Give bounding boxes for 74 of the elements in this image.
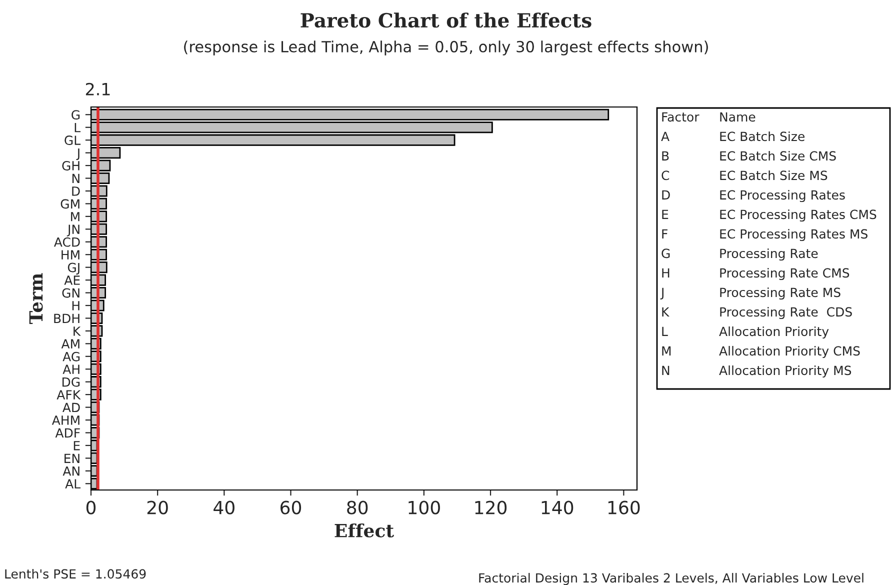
text: D [662, 190, 670, 200]
y-tick-label: BDH [54, 314, 80, 323]
text: EC Batch Size CMS [720, 150, 836, 161]
text: Allocation Priority CMS [719, 346, 860, 358]
text: H [662, 268, 670, 278]
text: K [662, 307, 670, 316]
y-tick-label: GL [64, 136, 81, 146]
y-tick-label: L [74, 122, 81, 132]
y-axis-title: Term [29, 273, 43, 324]
y-tick-label: M [71, 212, 80, 222]
text: L [662, 326, 668, 336]
y-tick-label: H [72, 301, 80, 310]
text: Processing Rate [720, 248, 818, 261]
text: Name [720, 112, 756, 122]
y-tick-label: AN [62, 466, 80, 476]
x-tick-label: 0 [86, 500, 96, 514]
text: Lenth's PSE = 1.05469 [5, 568, 146, 579]
chart-title: Pareto Chart of the Effects [300, 12, 592, 28]
y-tick-label: AG [62, 352, 80, 362]
text: G [662, 248, 670, 258]
text: C [662, 170, 670, 180]
y-tick-label: DG [62, 377, 80, 387]
text: Processing Rate MS [720, 287, 840, 300]
x-axis-title: Effect [334, 523, 394, 538]
text: Factor [662, 112, 700, 122]
y-tick-label: AD [62, 402, 80, 412]
text: Allocation Priority MS [719, 365, 852, 378]
y-tick-label: ACD [54, 237, 80, 247]
text: EC Processing Rates MS [720, 228, 868, 242]
text: F [662, 229, 668, 238]
y-tick-label: K [74, 326, 81, 336]
x-tick-label: 80 [347, 500, 368, 514]
x-tick-label: 160 [608, 500, 640, 514]
x-tick-label: 40 [214, 500, 234, 514]
x-tick-label: 100 [408, 500, 440, 514]
text: E [662, 210, 668, 219]
y-tick-label: AH [62, 364, 80, 374]
y-tick-label: GJ [68, 262, 80, 275]
y-tick-label: GM [60, 199, 80, 209]
text: J [660, 288, 664, 300]
y-tick-label: J [76, 148, 80, 160]
text: B [662, 151, 669, 160]
y-tick-label: AL [65, 479, 81, 488]
text: EC Processing Rates [720, 190, 845, 202]
y-tick-label: E [74, 441, 80, 450]
y-tick-label: AE [64, 276, 80, 285]
y-tick-label: AFK [56, 390, 81, 400]
x-tick-label: 120 [475, 500, 507, 514]
y-tick-label: ADF [55, 428, 80, 438]
text: Factorial Design 13 Varibales 2 Levels, All Variables Low Level [479, 572, 864, 585]
y-tick-label: GN [62, 288, 80, 298]
text: N [662, 366, 670, 375]
text: EC Batch Size MS [720, 170, 828, 180]
y-tick-label: HM [62, 250, 80, 260]
text: EC Processing Rates CMS [720, 209, 876, 222]
x-tick-label: 60 [280, 500, 302, 514]
text: A [661, 132, 670, 141]
y-tick-label: D [72, 186, 80, 196]
y-tick-label: G [72, 110, 80, 120]
x-tick-label: 140 [542, 500, 574, 514]
text: M [662, 346, 671, 356]
text: Processing Rate CDS [720, 306, 852, 320]
y-tick-label: JN [66, 224, 80, 236]
text: Allocation Priority [719, 326, 829, 339]
text: Processing Rate CMS [720, 268, 850, 280]
y-tick-label: EN [64, 454, 80, 463]
chart-subtitle: (response is Lead Time, Alpha = 0.05, only 30 largest effects shown) [184, 40, 708, 56]
x-tick-label: 20 [147, 500, 168, 514]
y-tick-label: AM [61, 339, 80, 348]
y-tick-label: N [72, 174, 80, 184]
ref-line-label: 2.1 [86, 82, 110, 96]
text: EC Batch Size [720, 131, 804, 142]
y-tick-label: AHM [52, 416, 80, 425]
y-tick-label: GH [62, 161, 80, 170]
